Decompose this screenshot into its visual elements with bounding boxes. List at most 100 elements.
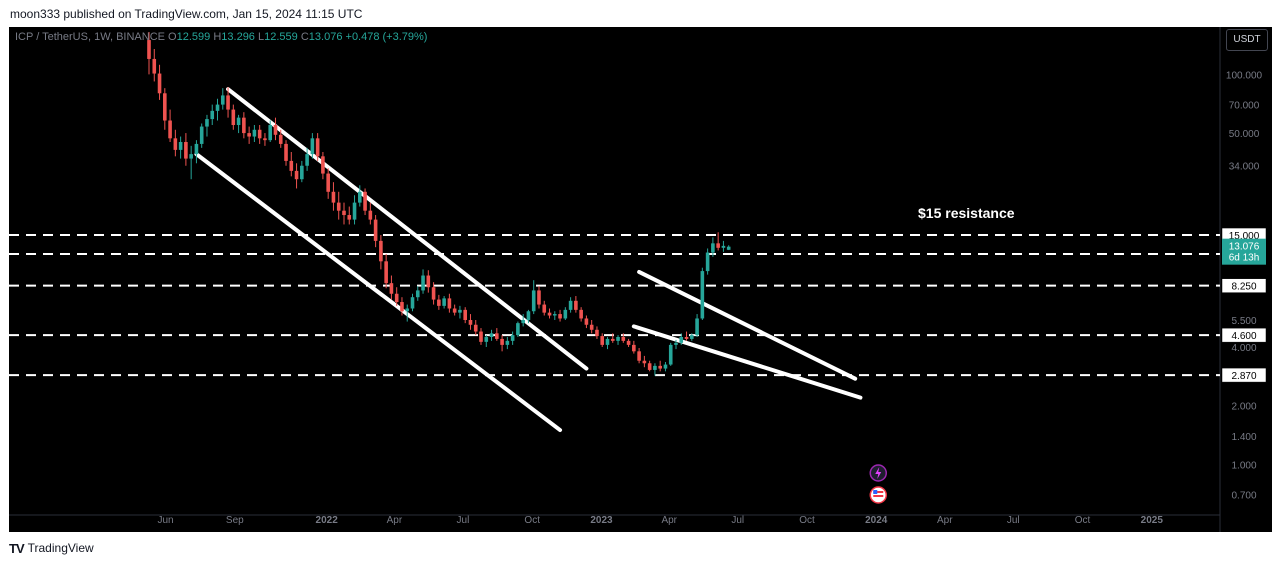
time-tick-label: Oct xyxy=(1075,515,1091,526)
resistance-annotation: $15 resistance xyxy=(918,205,1015,221)
candle-body xyxy=(305,154,309,166)
candle-body xyxy=(537,290,541,305)
price-badge-box xyxy=(1222,238,1266,265)
candle-body xyxy=(642,360,647,364)
us-flag-canton xyxy=(873,490,878,494)
candle-body xyxy=(163,93,167,121)
candle-body xyxy=(663,364,668,369)
candle-body xyxy=(384,261,388,284)
candle-body xyxy=(394,293,399,303)
time-tick-label: Jul xyxy=(731,515,744,526)
price-tick-label: 100.000 xyxy=(1226,70,1263,81)
candle-body xyxy=(342,210,346,216)
candle-body xyxy=(595,329,599,337)
candle-body xyxy=(300,165,304,180)
candle-body xyxy=(157,73,162,94)
candle-body xyxy=(473,324,478,332)
us-flag-stripe xyxy=(873,495,884,497)
candle-body xyxy=(505,340,510,345)
candle-body xyxy=(184,142,188,159)
candle-body xyxy=(500,338,504,345)
candle-body xyxy=(479,331,483,342)
high-label: H xyxy=(213,31,222,43)
candle-body xyxy=(310,138,315,155)
candle-body xyxy=(558,314,562,319)
candle-body xyxy=(626,340,631,345)
trendline-channel-upper xyxy=(226,87,589,371)
candle-body xyxy=(552,314,557,316)
candle-body xyxy=(236,117,241,126)
close-value: 13.076 xyxy=(308,31,343,43)
level-badge-box xyxy=(1221,278,1267,293)
candlestick-chart[interactable]: 140.000100.00070.00050.00034.0005.5004.0… xyxy=(9,27,1272,532)
candle-body xyxy=(173,138,178,150)
candle-body xyxy=(521,320,525,324)
level-badge-label: 4.600 xyxy=(1231,331,1256,342)
candle-body xyxy=(421,275,425,291)
candle-body xyxy=(610,338,615,341)
level-badge-label: 8.250 xyxy=(1231,282,1256,293)
candle-body xyxy=(315,138,320,157)
candle-body xyxy=(721,245,726,248)
candle-body xyxy=(695,318,699,336)
time-tick-label: Apr xyxy=(937,515,953,526)
candle-body xyxy=(442,298,446,306)
symbol-label[interactable]: ICP / TetherUS, 1W, BINANCE xyxy=(15,31,165,43)
candle-body xyxy=(600,336,605,345)
candle-body xyxy=(526,311,531,321)
candle-body xyxy=(168,120,172,139)
candle-body xyxy=(574,300,578,310)
level-badge-box xyxy=(1221,327,1267,343)
candle-body xyxy=(358,191,362,203)
chart-area[interactable]: 140.000100.00070.00050.00034.0005.5004.0… xyxy=(9,27,1272,532)
trendline-wedge-upper xyxy=(637,269,858,381)
candle-body xyxy=(205,119,209,127)
candle-body xyxy=(331,191,336,203)
candle-body xyxy=(273,125,278,135)
candle-body xyxy=(321,156,325,174)
candle-body xyxy=(363,191,367,211)
candle-body xyxy=(147,40,151,59)
price-tick-label: 1.400 xyxy=(1231,432,1256,443)
time-tick-label: Oct xyxy=(799,515,815,526)
candle-body xyxy=(226,95,230,110)
candle-body xyxy=(632,344,636,352)
time-tick-label: Sep xyxy=(226,515,244,526)
candle-body xyxy=(410,297,415,309)
candle-body xyxy=(347,215,352,220)
price-tick-label: 5.500 xyxy=(1231,316,1256,327)
candle-body xyxy=(247,133,251,137)
candle-body xyxy=(711,243,715,253)
candle-body xyxy=(658,365,662,369)
time-tick-label: Jun xyxy=(158,515,174,526)
us-flag-stripe xyxy=(873,491,884,493)
candle-body xyxy=(605,338,610,345)
tradingview-logo-icon[interactable]: TV xyxy=(9,540,25,556)
candle-body xyxy=(199,126,204,144)
candle-body xyxy=(242,117,246,134)
candle-body xyxy=(468,320,473,325)
footer: TV TradingView xyxy=(9,539,94,557)
candle-body xyxy=(373,219,378,241)
currency-button[interactable]: USDT xyxy=(1226,29,1268,51)
candle-body xyxy=(215,104,220,111)
candle-body xyxy=(684,337,689,339)
candle-body xyxy=(726,246,731,250)
price-badge-value: 13.076 xyxy=(1229,242,1260,253)
candle-body xyxy=(510,335,515,341)
candle-body xyxy=(431,287,436,300)
candle-body xyxy=(368,210,373,220)
candle-body xyxy=(458,309,462,313)
footer-brand[interactable]: TradingView xyxy=(27,541,94,555)
close-label: C xyxy=(300,31,309,43)
candle-body xyxy=(400,302,404,312)
candle-body xyxy=(447,298,452,309)
candle-body xyxy=(289,160,294,171)
candle-body xyxy=(336,202,341,211)
candle-body xyxy=(152,58,157,74)
candle-body xyxy=(637,351,641,361)
high-value: 13.296 xyxy=(221,31,255,43)
open-value: 12.599 xyxy=(176,31,211,43)
candle-body xyxy=(437,299,441,306)
candle-body xyxy=(257,129,262,139)
